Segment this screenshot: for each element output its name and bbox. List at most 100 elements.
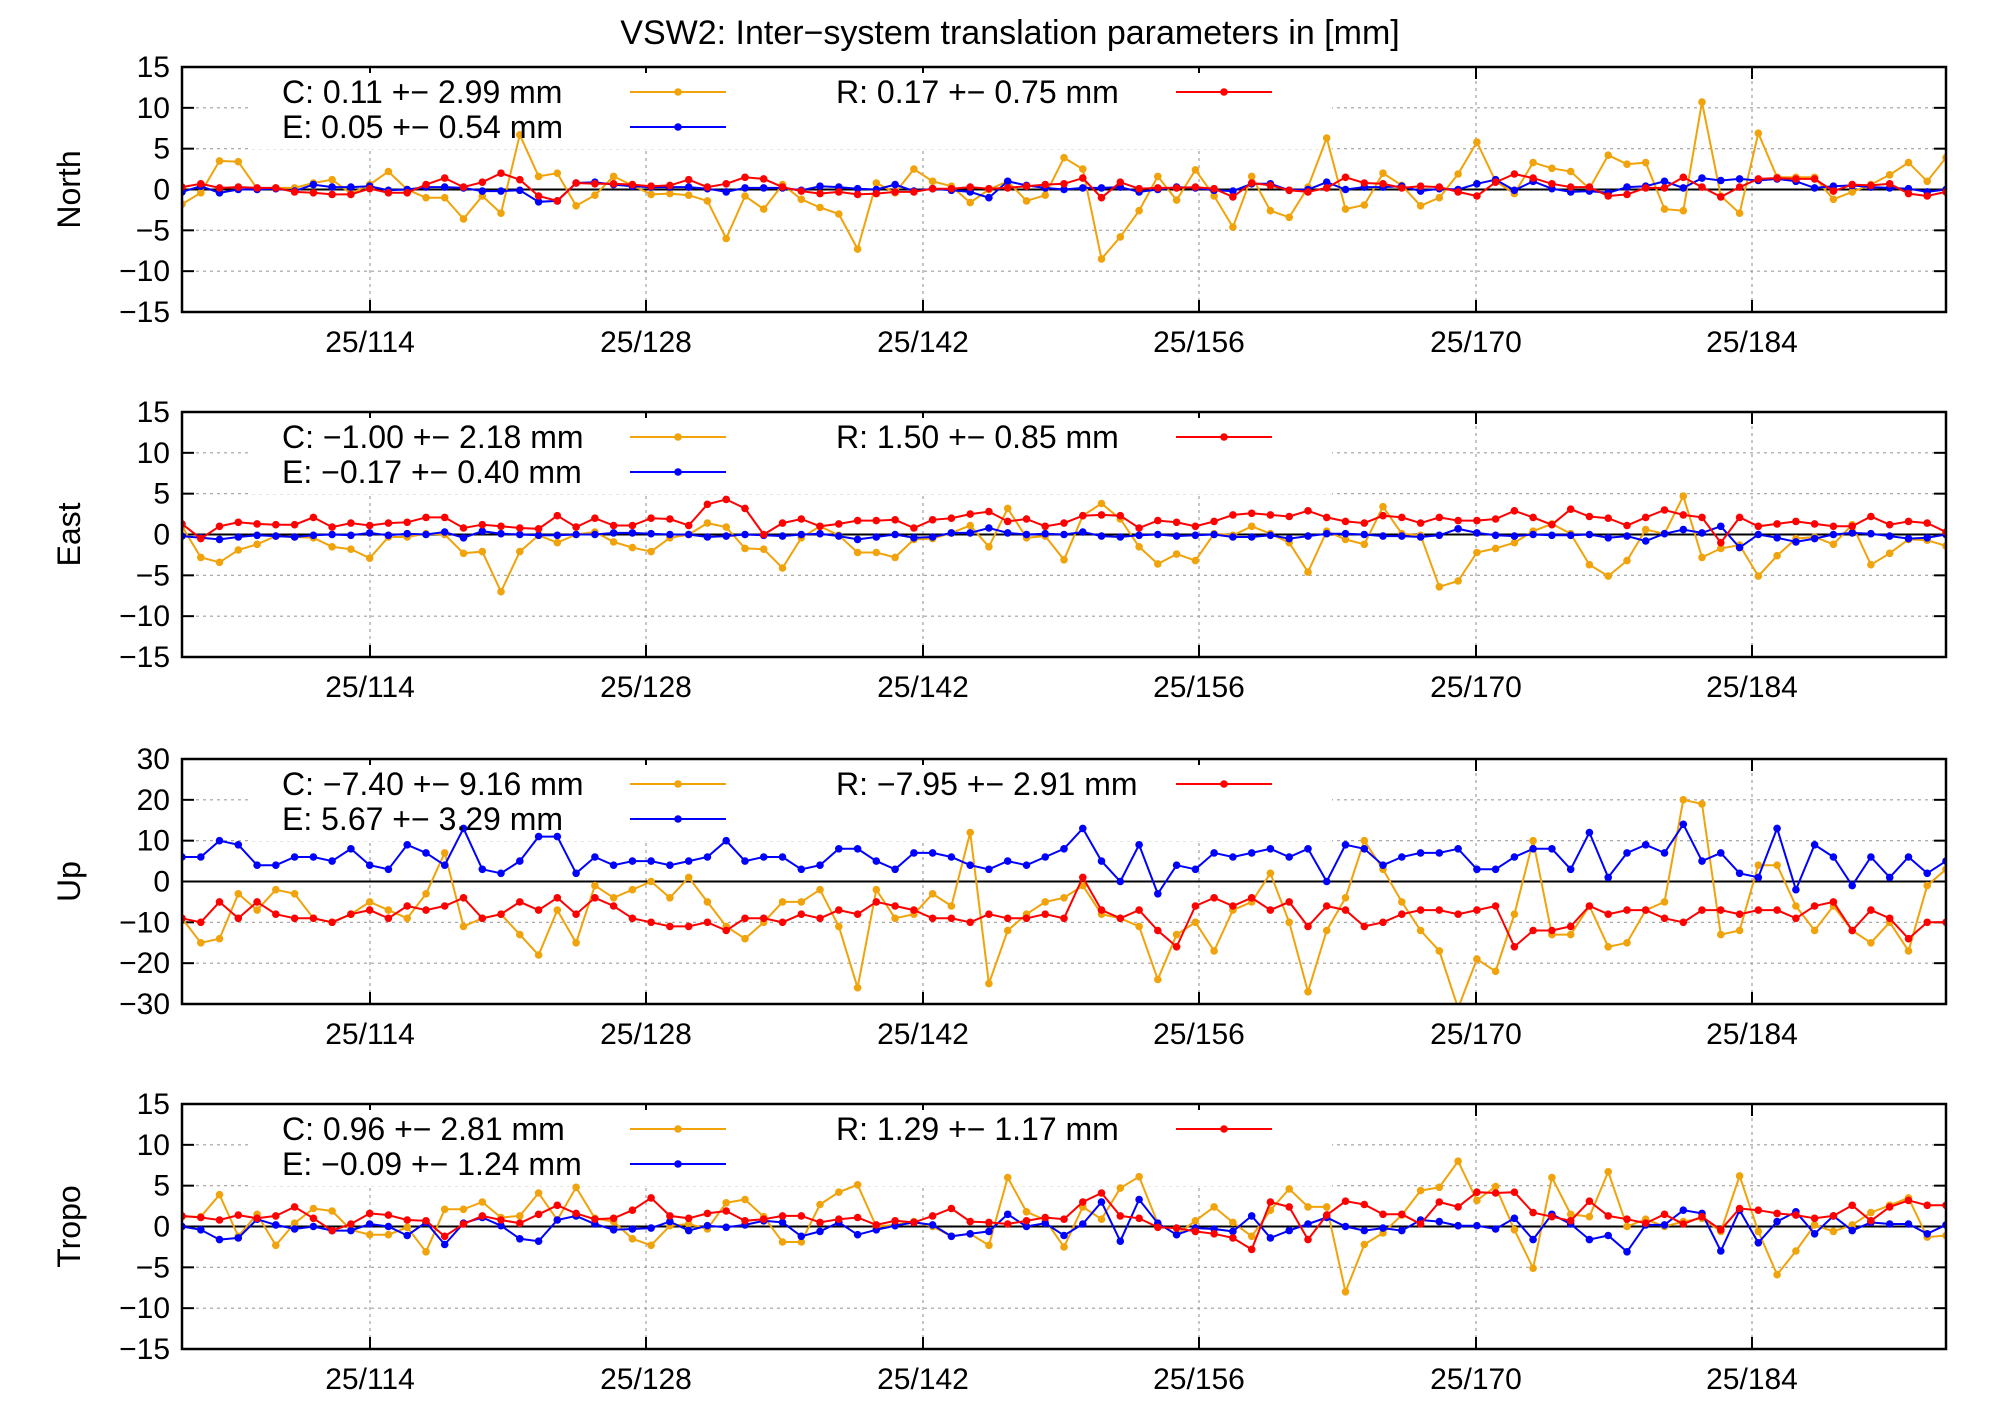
- data-point-E: [534, 1237, 543, 1245]
- y-tick-label: 0: [153, 519, 170, 552]
- data-point-E: [1060, 530, 1068, 539]
- data-point-C: [1585, 560, 1594, 569]
- data-point-C: [1810, 926, 1819, 935]
- data-point-R: [1904, 1196, 1913, 1205]
- data-point-C: [272, 1241, 280, 1250]
- data-point-R: [1641, 1219, 1650, 1227]
- data-point-R: [1154, 926, 1162, 935]
- data-point-C: [440, 193, 449, 202]
- data-point-C: [1247, 1232, 1256, 1241]
- y-tick-label: −10: [119, 255, 170, 288]
- data-point-C: [835, 210, 843, 218]
- data-point-R: [1360, 1200, 1369, 1209]
- data-point-R: [1698, 183, 1706, 191]
- data-point-R: [1379, 511, 1387, 520]
- y-tick-label: −10: [119, 906, 170, 939]
- data-point-R: [853, 910, 862, 918]
- data-point-E: [1060, 845, 1068, 853]
- data-point-E: [684, 183, 693, 191]
- data-point-E: [534, 531, 543, 540]
- data-point-C: [1172, 930, 1181, 939]
- data-point-R: [1060, 519, 1068, 527]
- data-point-R: [1041, 1213, 1049, 1222]
- data-point-R: [347, 190, 355, 199]
- data-point-R: [985, 507, 993, 516]
- data-point-R: [1548, 520, 1556, 529]
- data-point-E: [572, 869, 580, 878]
- data-point-R: [1247, 1245, 1256, 1254]
- data-point-R: [478, 1212, 487, 1220]
- data-point-E: [1529, 845, 1537, 853]
- data-point-C: [1867, 560, 1875, 569]
- data-point-R: [1679, 918, 1688, 927]
- data-point-C: [853, 1181, 862, 1189]
- data-point-C: [853, 245, 862, 253]
- data-point-E: [1360, 530, 1369, 539]
- data-point-R: [272, 910, 280, 918]
- data-point-E: [703, 853, 712, 861]
- data-point-R: [722, 1207, 730, 1215]
- data-point-E: [1885, 1220, 1894, 1228]
- data-point-C: [1491, 1182, 1500, 1191]
- data-point-R: [1416, 519, 1425, 527]
- data-point-C: [1679, 796, 1688, 804]
- legend-marker-R: [1220, 780, 1228, 788]
- data-point-C: [741, 934, 749, 943]
- data-point-C: [459, 922, 468, 931]
- data-point-R: [1060, 914, 1068, 923]
- data-point-R: [1097, 193, 1106, 202]
- data-point-C: [478, 547, 487, 556]
- data-point-E: [1735, 543, 1744, 552]
- data-point-R: [422, 906, 430, 914]
- legend-background: [252, 73, 1332, 149]
- data-point-R: [1810, 1214, 1819, 1223]
- data-point-C: [1060, 894, 1068, 902]
- data-point-R: [478, 178, 487, 186]
- panel-north: 15 10 5 0 −5 −10 −15 25/114 25/128 25/142 25/156 25…: [51, 51, 1948, 359]
- data-point-E: [1904, 534, 1913, 543]
- y-tick-label: −30: [119, 988, 170, 1021]
- data-point-C: [1341, 535, 1350, 544]
- data-point-E: [1379, 532, 1387, 540]
- data-point-R: [1191, 522, 1200, 531]
- data-point-R: [1041, 522, 1049, 531]
- data-point-E: [591, 530, 599, 539]
- data-point-C: [684, 191, 693, 199]
- data-point-R: [459, 894, 468, 902]
- data-point-R: [1904, 517, 1913, 526]
- data-point-C: [797, 1238, 806, 1246]
- data-point-R: [1416, 182, 1425, 190]
- data-point-C: [572, 939, 580, 947]
- data-point-R: [1585, 183, 1594, 191]
- panel-east: 15 10 5 0 −5 −10 −15 25/114 25/128 25/142 25/156 25…: [51, 396, 1948, 704]
- data-point-C: [966, 521, 974, 530]
- data-point-R: [1585, 902, 1594, 910]
- data-point-E: [985, 865, 993, 874]
- data-point-R: [1679, 1220, 1688, 1228]
- data-point-C: [816, 1200, 824, 1209]
- data-point-R: [647, 1194, 655, 1202]
- data-point-C: [478, 1198, 487, 1206]
- data-point-E: [928, 1221, 937, 1229]
- data-point-E: [1491, 1225, 1500, 1233]
- data-point-R: [835, 1215, 843, 1223]
- data-point-R: [403, 518, 412, 527]
- data-point-R: [253, 184, 261, 192]
- data-point-C: [497, 209, 505, 217]
- data-point-R: [534, 192, 543, 200]
- x-tick-label: 25/114: [325, 1018, 415, 1051]
- data-point-R: [928, 184, 937, 193]
- series-E: [182, 820, 1946, 898]
- data-point-R: [328, 190, 336, 199]
- data-point-R: [1304, 507, 1312, 515]
- data-point-C: [1829, 1227, 1838, 1236]
- data-point-R: [1529, 174, 1537, 182]
- data-point-C: [1416, 926, 1425, 935]
- data-point-C: [328, 175, 336, 184]
- data-point-R: [628, 521, 637, 530]
- data-point-R: [1135, 524, 1143, 532]
- data-point-R: [1848, 926, 1856, 935]
- data-point-E: [1585, 1235, 1594, 1244]
- data-point-C: [778, 1238, 787, 1246]
- data-point-R: [816, 522, 824, 531]
